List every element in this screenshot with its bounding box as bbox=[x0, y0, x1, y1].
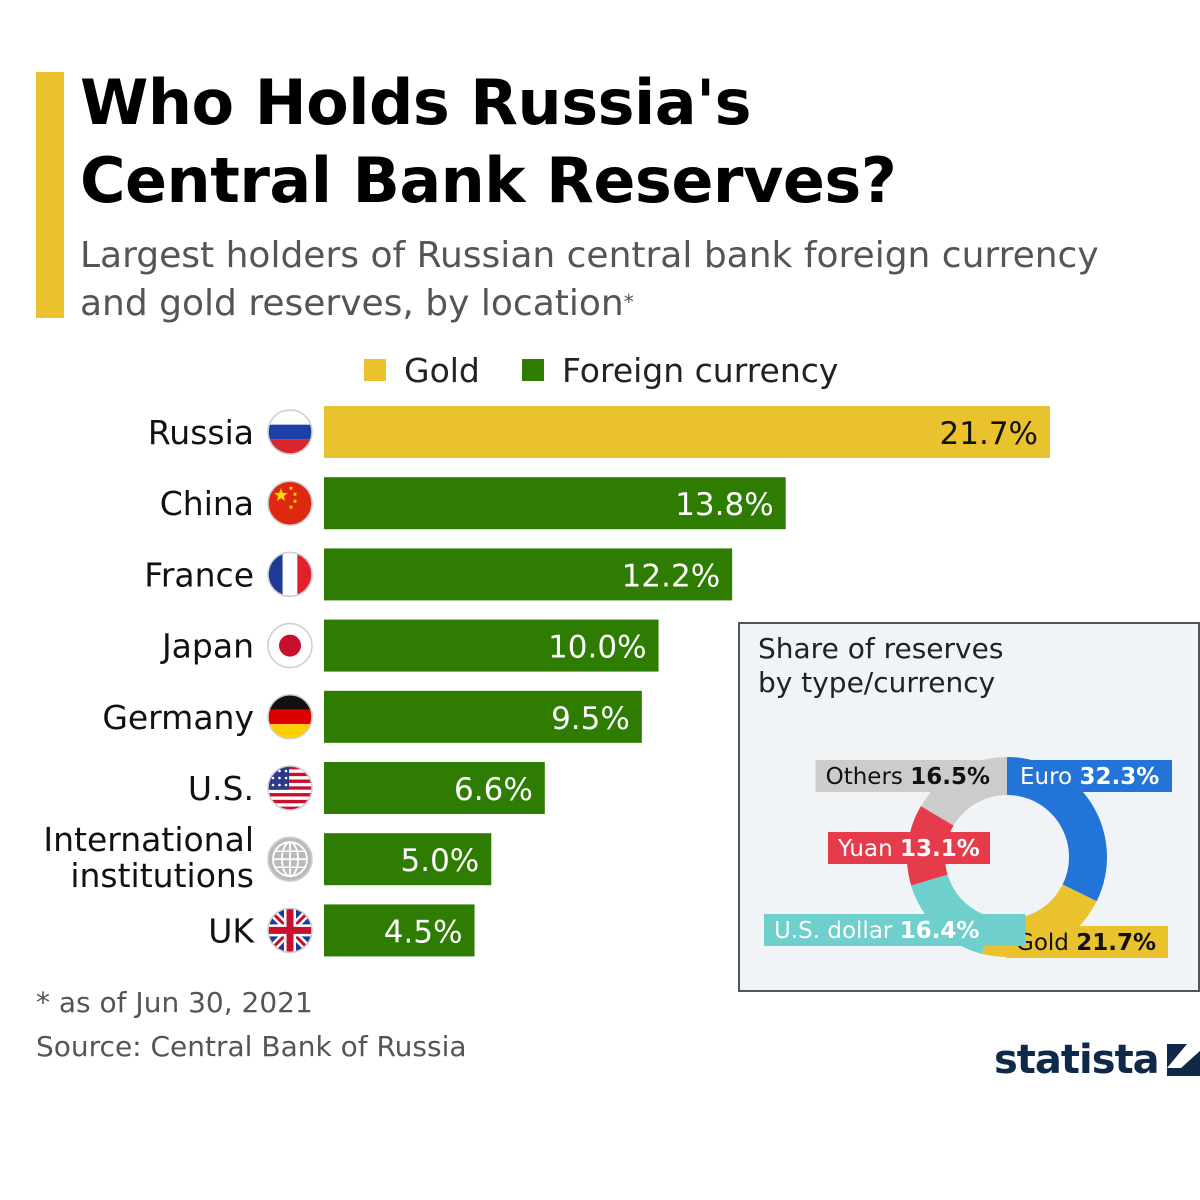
bar-value-label: 13.8% bbox=[675, 487, 773, 523]
inset-title-line-2: by type/currency bbox=[758, 666, 996, 699]
category-label: France bbox=[144, 555, 254, 594]
donut-slice-name: Euro bbox=[1020, 764, 1079, 790]
donut-label-bg bbox=[828, 832, 990, 864]
legend-swatch-foreign-currency bbox=[522, 359, 544, 381]
title-line-2: Central Bank Reserves? bbox=[80, 144, 897, 217]
china-flag-icon bbox=[268, 481, 312, 526]
uk-flag-icon-outline bbox=[267, 907, 313, 954]
bar-row: 4.5% UK bbox=[208, 904, 475, 957]
donut-slice-value: 21.7% bbox=[1076, 930, 1156, 956]
statista-logo: statista bbox=[994, 1032, 1200, 1088]
bar-value-label: 9.5% bbox=[551, 701, 630, 737]
bar-6 bbox=[324, 833, 492, 886]
category-label: International bbox=[43, 820, 254, 859]
bar-value-label: 10.0% bbox=[548, 630, 646, 666]
legend-label-gold: Gold bbox=[404, 350, 480, 390]
legend-swatch-gold bbox=[364, 359, 386, 381]
donut-slice-euro bbox=[1007, 757, 1107, 902]
bar-5 bbox=[324, 762, 545, 814]
source-note: Source: Central Bank of Russia bbox=[36, 1030, 467, 1063]
donut-label-bg bbox=[1006, 926, 1168, 958]
bar-row: 21.7% Russia bbox=[148, 406, 1050, 458]
japan-flag-icon bbox=[268, 623, 312, 668]
bar-2 bbox=[324, 548, 733, 601]
legend: Gold Foreign currency bbox=[0, 346, 1200, 394]
donut-label-u-s-dollar: U.S. dollar 16.4% bbox=[764, 914, 1026, 946]
japan-flag-icon-outline bbox=[267, 622, 313, 669]
category-label: institutions bbox=[70, 856, 254, 895]
bar-1 bbox=[324, 477, 786, 530]
donut-slice-value: 13.1% bbox=[900, 836, 980, 862]
title-line-1: Who Holds Russia's bbox=[80, 66, 751, 139]
bar-3 bbox=[324, 619, 659, 672]
donut-label-text: Euro 32.3% bbox=[1020, 764, 1159, 790]
bar-row: 9.5% Germany bbox=[102, 690, 642, 743]
donut-label-others: Others 16.5% bbox=[815, 760, 1006, 792]
uk-flag-icon bbox=[268, 908, 312, 953]
donut-label-text: Yuan 13.1% bbox=[837, 836, 980, 862]
france-flag-icon-outline bbox=[267, 551, 313, 598]
footnote-mark: * bbox=[623, 290, 634, 314]
bar-value-label: 5.0% bbox=[401, 843, 480, 879]
bar-value-label: 21.7% bbox=[940, 416, 1038, 452]
donut-label-bg bbox=[1010, 760, 1172, 792]
donut-label-text: Gold 21.7% bbox=[1016, 930, 1156, 956]
donut-chart: Euro 32.3% Gold 21.7% U.S. dollar 16.4% Yua… bbox=[764, 757, 1172, 958]
subtitle-line-2: and gold reserves, by location* bbox=[80, 280, 1180, 328]
reserves-share-panel: Share of reserves by type/currency Euro … bbox=[738, 622, 1200, 992]
globe-icon bbox=[268, 837, 312, 882]
subtitle-line-2-text: and gold reserves, by location bbox=[80, 283, 624, 324]
us-flag-icon-outline bbox=[267, 765, 313, 811]
bar-row: 12.2% France bbox=[144, 548, 733, 601]
donut-slice-name: Yuan bbox=[837, 836, 900, 862]
category-label: Japan bbox=[160, 627, 254, 666]
legend-item-gold: Gold bbox=[364, 346, 480, 394]
bar-7 bbox=[324, 904, 475, 957]
statista-logo-icon bbox=[1166, 1044, 1200, 1076]
bar-row: 6.6% U.S. bbox=[188, 762, 545, 814]
subtitle-line-1: Largest holders of Russian central bank … bbox=[80, 235, 1099, 276]
donut-label-text: Others 16.5% bbox=[826, 764, 990, 790]
category-label: Russia bbox=[148, 413, 254, 452]
category-label: China bbox=[160, 484, 254, 523]
donut-slice-value: 16.4% bbox=[900, 918, 980, 944]
bar-value-label: 4.5% bbox=[384, 914, 463, 950]
inset-title: Share of reserves by type/currency bbox=[758, 632, 1003, 700]
globe-icon-outline bbox=[267, 836, 313, 882]
legend-label-foreign-currency: Foreign currency bbox=[562, 350, 839, 390]
bar-row: 10.0% Japan bbox=[160, 619, 659, 672]
footnote: * as of Jun 30, 2021 bbox=[36, 986, 313, 1019]
bar-row: 13.8% China bbox=[160, 477, 786, 530]
china-flag-icon-outline bbox=[267, 480, 313, 526]
donut-label-bg bbox=[815, 760, 1006, 792]
bar-value-label: 12.2% bbox=[622, 558, 720, 594]
bar-0 bbox=[324, 406, 1050, 458]
donut-label-text: U.S. dollar 16.4% bbox=[774, 918, 979, 944]
chart-title: Who Holds Russia's Central Bank Reserves… bbox=[80, 64, 1180, 220]
donut-slice-value: 32.3% bbox=[1079, 764, 1159, 790]
germany-flag-icon-outline bbox=[267, 694, 313, 740]
russia-flag-icon-outline bbox=[267, 409, 313, 455]
donut-label-bg bbox=[764, 914, 1026, 946]
donut-slice-name: U.S. dollar bbox=[774, 918, 900, 944]
donut-label-yuan: Yuan 13.1% bbox=[828, 832, 990, 864]
accent-bar bbox=[36, 72, 64, 318]
donut-label-euro: Euro 32.3% bbox=[1010, 760, 1172, 792]
donut-slice-name: Others bbox=[826, 764, 911, 790]
category-label: U.S. bbox=[188, 769, 254, 808]
brand-name: statista bbox=[994, 1037, 1160, 1083]
bar-chart: 21.7% Russia 13.8% China 12.2% France 10.0% Jap… bbox=[43, 406, 1050, 957]
legend-item-foreign-currency: Foreign currency bbox=[522, 346, 838, 394]
donut-slice-name: Gold bbox=[1016, 930, 1076, 956]
donut-slice-value: 16.5% bbox=[910, 764, 990, 790]
donut-label-gold: Gold 21.7% bbox=[1006, 926, 1168, 958]
us-flag-icon bbox=[268, 766, 312, 810]
inset-title-line-1: Share of reserves bbox=[758, 632, 1004, 665]
category-label: Germany bbox=[102, 698, 254, 737]
bar-value-label: 6.6% bbox=[454, 772, 533, 808]
chart-subtitle: Largest holders of Russian central bank … bbox=[80, 232, 1180, 328]
category-label: UK bbox=[208, 911, 255, 950]
bar-4 bbox=[324, 690, 642, 743]
